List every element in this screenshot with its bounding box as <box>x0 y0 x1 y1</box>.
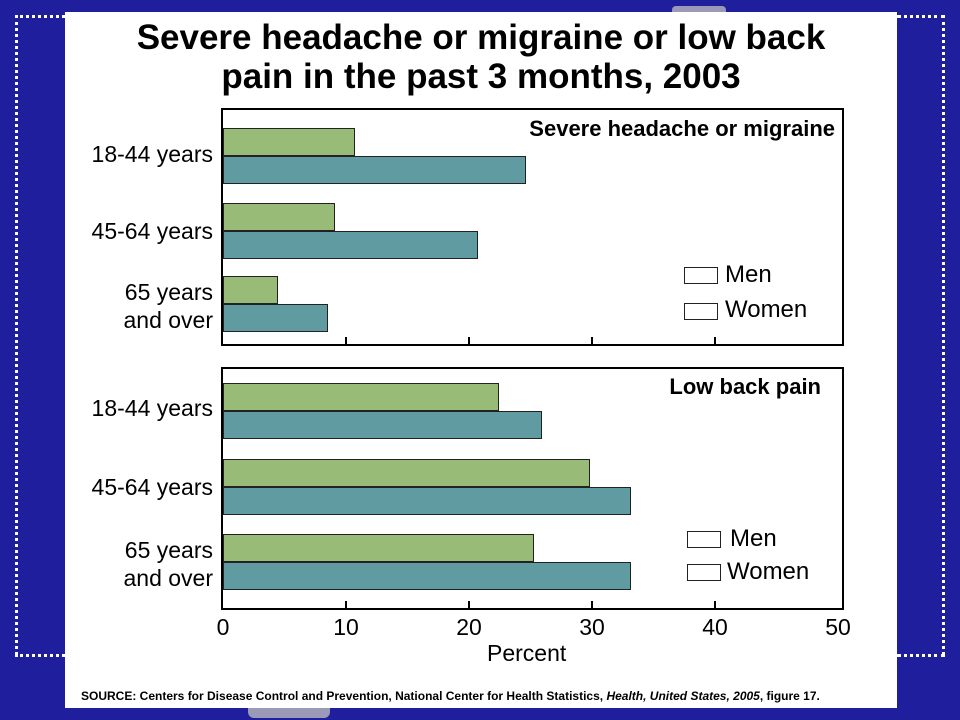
headache-category-label: 18-44 years <box>53 140 213 168</box>
x-tick-label: 20 <box>456 614 482 640</box>
low-back-pain-category-label-line: and over <box>123 565 213 591</box>
slide-title-line-1: Severe headache or migraine or low back <box>136 18 826 57</box>
headache-legend-swatch-men <box>684 267 718 284</box>
background-dotted-line-right <box>942 15 945 655</box>
low-back-pain-bar-men <box>223 459 590 487</box>
low-back-pain-x-tick <box>714 601 716 608</box>
headache-legend-swatch-women <box>684 303 718 320</box>
low-back-pain-chart-title: Low back pain <box>669 374 821 399</box>
source-prefix: SOURCE: Centers for Disease Control and … <box>81 689 607 703</box>
headache-category-label-line: 45-64 years <box>91 218 213 244</box>
headache-chart-title: Severe headache or migraine <box>529 116 835 141</box>
low-back-pain-legend-label-women: Women <box>727 558 810 585</box>
x-tick-label: 40 <box>702 614 728 640</box>
headache-category-label: 45-64 years <box>53 217 213 245</box>
low-back-pain-legend-swatch-women <box>687 564 721 581</box>
low-back-pain-bar-men <box>223 534 535 562</box>
low-back-pain-category-label: 45-64 years <box>53 473 213 501</box>
headache-x-tick <box>345 337 347 344</box>
x-tick-label: 10 <box>333 614 359 640</box>
low-back-pain-x-tick <box>591 601 593 608</box>
x-tick-label: 30 <box>579 614 605 640</box>
low-back-pain-bar-women <box>223 487 632 515</box>
x-tick-label: 50 <box>825 614 851 640</box>
low-back-pain-category-label-line: 18-44 years <box>91 395 213 421</box>
x-axis-label: Percent <box>487 640 567 666</box>
headache-x-tick <box>468 337 470 344</box>
headache-category-label-line: and over <box>123 307 213 333</box>
background-dotted-line-bottom <box>15 654 65 657</box>
headache-bar-men <box>223 128 355 156</box>
background-shape-top <box>672 6 726 14</box>
background-shape-bottom <box>248 708 330 718</box>
headache-category-label-line: 65 years <box>124 279 213 305</box>
slide-panel: Severe headache or migraine or low back … <box>65 12 897 708</box>
background-dotted-line-bottom-right <box>897 654 945 657</box>
low-back-pain-x-tick <box>468 601 470 608</box>
headache-legend-label-men: Men <box>725 261 772 288</box>
low-back-pain-bar-men <box>223 383 499 411</box>
headache-legend-label-women: Women <box>725 296 808 323</box>
source-note: SOURCE: Centers for Disease Control and … <box>81 689 820 703</box>
low-back-pain-x-tick <box>345 601 347 608</box>
headache-x-tick <box>591 337 593 344</box>
low-back-pain-legend-label-men: Men <box>730 525 777 552</box>
low-back-pain-bar-women <box>223 562 632 590</box>
x-tick-label: 0 <box>216 614 230 640</box>
headache-bar-women <box>223 304 328 332</box>
background-dotted-line-top-right <box>897 15 945 18</box>
headache-plot-area <box>221 108 844 346</box>
headache-bar-women <box>223 156 526 184</box>
slide-title: Severe headache or migraine or low back … <box>65 18 897 96</box>
headache-bar-men <box>223 203 335 231</box>
headache-bar-men <box>223 276 279 304</box>
background-dotted-line-top <box>15 15 65 18</box>
source-publication: Health, United States, 2005 <box>606 689 760 703</box>
source-suffix: , figure 17. <box>759 689 820 703</box>
low-back-pain-category-label-line: 45-64 years <box>91 474 213 500</box>
headache-category-label: 65 years and over <box>53 278 213 334</box>
headache-category-label-line: 18-44 years <box>91 141 213 167</box>
low-back-pain-legend-swatch-men <box>687 531 721 548</box>
low-back-pain-category-label-line: 65 years <box>124 537 213 563</box>
slide-title-line-2: pain in the past 3 months, 2003 <box>221 57 741 96</box>
headache-bar-women <box>223 231 478 259</box>
low-back-pain-category-label: 65 years and over <box>53 536 213 592</box>
headache-x-tick <box>714 337 716 344</box>
low-back-pain-plot-area <box>221 367 844 610</box>
low-back-pain-category-label: 18-44 years <box>53 394 213 422</box>
low-back-pain-bar-women <box>223 411 542 439</box>
background-dotted-line-left <box>15 15 18 655</box>
